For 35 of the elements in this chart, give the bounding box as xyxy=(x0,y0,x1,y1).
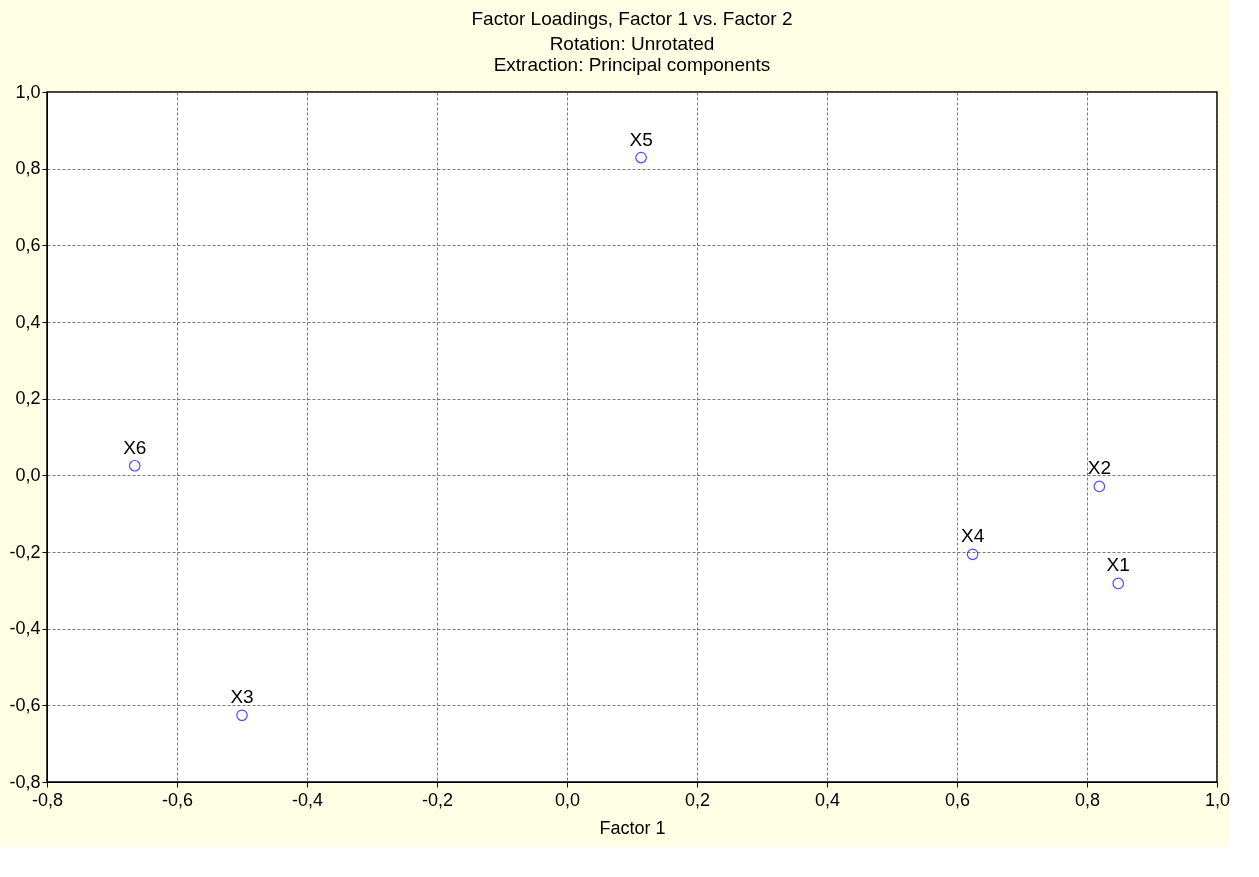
x-axis-title: Factor 1 xyxy=(599,817,666,838)
series-label: X3 xyxy=(230,686,254,708)
x-tick-label: 0,6 xyxy=(944,789,971,810)
y-tick-label: 0,0 xyxy=(15,464,41,485)
series-label: X2 xyxy=(1087,457,1111,479)
y-tick-label: 0,2 xyxy=(15,388,41,409)
point xyxy=(236,709,248,722)
y-tick-label: -0,4 xyxy=(9,618,41,639)
series-label: X4 xyxy=(960,525,985,547)
y-tick-label: 1,0 xyxy=(15,81,41,102)
y-tick-label: -0,2 xyxy=(9,541,41,562)
x-tick-label: -0,4 xyxy=(291,789,324,810)
point xyxy=(128,459,141,472)
point xyxy=(1093,480,1106,493)
y-tick-label: -0,6 xyxy=(9,694,41,715)
chart-subtitle: Rotation: Unrotated Extraction: Principal components xyxy=(493,33,771,75)
y-tick-label: -0,8 xyxy=(9,771,41,792)
series-label: X5 xyxy=(629,128,653,150)
x-tick-label: -0,6 xyxy=(161,789,194,810)
y-tick-label: 0,4 xyxy=(15,311,41,332)
x-tick-label: -0,2 xyxy=(421,789,454,810)
point xyxy=(966,548,979,561)
y-tick-label: 0,6 xyxy=(15,234,41,255)
series-label: X1 xyxy=(1106,554,1130,576)
point xyxy=(635,151,647,164)
x-tick-label: -0,8 xyxy=(31,789,64,810)
series-label: X6 xyxy=(123,436,147,458)
x-tick-label: 0,4 xyxy=(814,789,841,810)
x-tick-label: 0,2 xyxy=(684,789,711,810)
x-tick-label: 0,8 xyxy=(1074,789,1101,810)
y-tick-label: 0,8 xyxy=(15,158,41,179)
x-tick-label: 0,0 xyxy=(554,789,581,810)
chart-title: Factor Loadings, Factor 1 vs. Factor 2 xyxy=(471,8,793,29)
x-tick-label: 1,0 xyxy=(1204,789,1231,810)
point xyxy=(1112,577,1125,590)
